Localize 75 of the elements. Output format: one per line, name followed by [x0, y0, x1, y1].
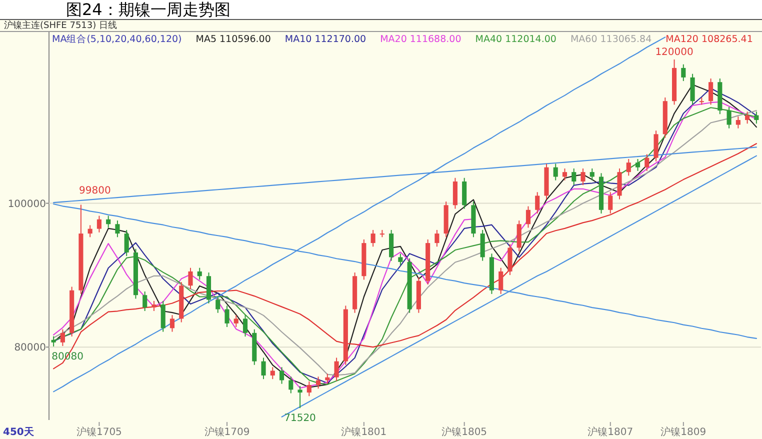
candlestick	[216, 296, 220, 314]
x-tick-label: 沪镍1705	[76, 426, 122, 438]
candlestick	[654, 130, 658, 162]
candlestick	[608, 192, 613, 214]
candlestick	[124, 229, 129, 257]
annotation: 120000	[655, 47, 694, 58]
line-series	[53, 143, 757, 370]
candlestick	[434, 229, 440, 248]
chart-subtitle: 沪镍主连(SHFE 7513) 日线	[4, 20, 117, 31]
candlestick	[188, 267, 193, 290]
text: MA10 112170.00	[284, 34, 366, 45]
candlestick	[690, 73, 695, 106]
candlestick	[572, 168, 576, 186]
candlestick	[535, 192, 540, 214]
candlestick	[152, 300, 156, 312]
candlestick	[288, 376, 294, 394]
candlestick	[270, 366, 275, 380]
candlestick	[580, 168, 586, 186]
annotation: 99800	[79, 186, 111, 197]
candlestick	[142, 291, 148, 312]
x-tick-label: 沪镍1801	[341, 426, 387, 438]
candlestick	[681, 64, 686, 82]
candlestick	[736, 116, 740, 129]
text: MA40 112014.00	[475, 34, 556, 45]
candlestick	[88, 224, 92, 238]
x-tick-label: 沪镍1809	[660, 426, 706, 438]
candlestick	[306, 380, 312, 397]
candlestick	[115, 220, 120, 238]
text: 450天	[3, 426, 35, 438]
candlestick	[635, 158, 640, 172]
candlestick	[234, 314, 238, 328]
candlestick	[197, 267, 202, 280]
candlestick	[745, 111, 750, 124]
candlestick	[644, 154, 650, 172]
candlestick	[334, 357, 339, 382]
candlestick	[617, 168, 622, 200]
candlestick	[170, 314, 175, 332]
x-tick-label: 沪镍1709	[204, 426, 250, 438]
y-tick-label: 100000	[8, 198, 46, 210]
candlestick	[553, 163, 558, 181]
chart-title: 图24：期镍一周走势图	[66, 0, 230, 19]
candlestick	[106, 215, 111, 228]
candlestick	[626, 158, 631, 176]
candlestick	[279, 366, 284, 384]
candlestick	[480, 229, 485, 262]
candlestick	[498, 267, 504, 294]
x-tick-label: 沪镍1805	[442, 426, 488, 438]
candlestick	[298, 386, 302, 409]
candlestick	[206, 272, 212, 304]
candlestick	[242, 314, 248, 338]
candlestick	[708, 78, 714, 106]
candlestick	[96, 215, 102, 233]
x-tick-label: 沪镍1807	[588, 426, 634, 438]
text: MA60 113065.84	[570, 34, 652, 45]
y-tick-label: 80000	[14, 342, 46, 354]
candlestick	[516, 220, 522, 252]
text: MA5 110596.00	[196, 34, 271, 45]
text: MA120 108265.41	[666, 34, 753, 45]
annotation: MA组合(5,10,20,40,60,120)	[52, 33, 182, 45]
candlestick	[370, 229, 376, 248]
candlestick	[508, 244, 512, 276]
candlestick	[590, 168, 594, 181]
candlestick	[526, 206, 531, 228]
candlestick	[398, 253, 403, 266]
text: MA20 111688.00	[380, 34, 462, 45]
candlestick	[261, 357, 266, 380]
candlestick	[452, 177, 458, 210]
candlestick	[224, 305, 230, 328]
candlestick	[316, 376, 321, 390]
annotation: 71520	[284, 413, 316, 424]
candlestick	[389, 229, 394, 262]
candlestick	[462, 177, 467, 210]
candlestick	[160, 300, 166, 332]
candlestick	[60, 328, 65, 347]
candlestick	[562, 168, 568, 181]
